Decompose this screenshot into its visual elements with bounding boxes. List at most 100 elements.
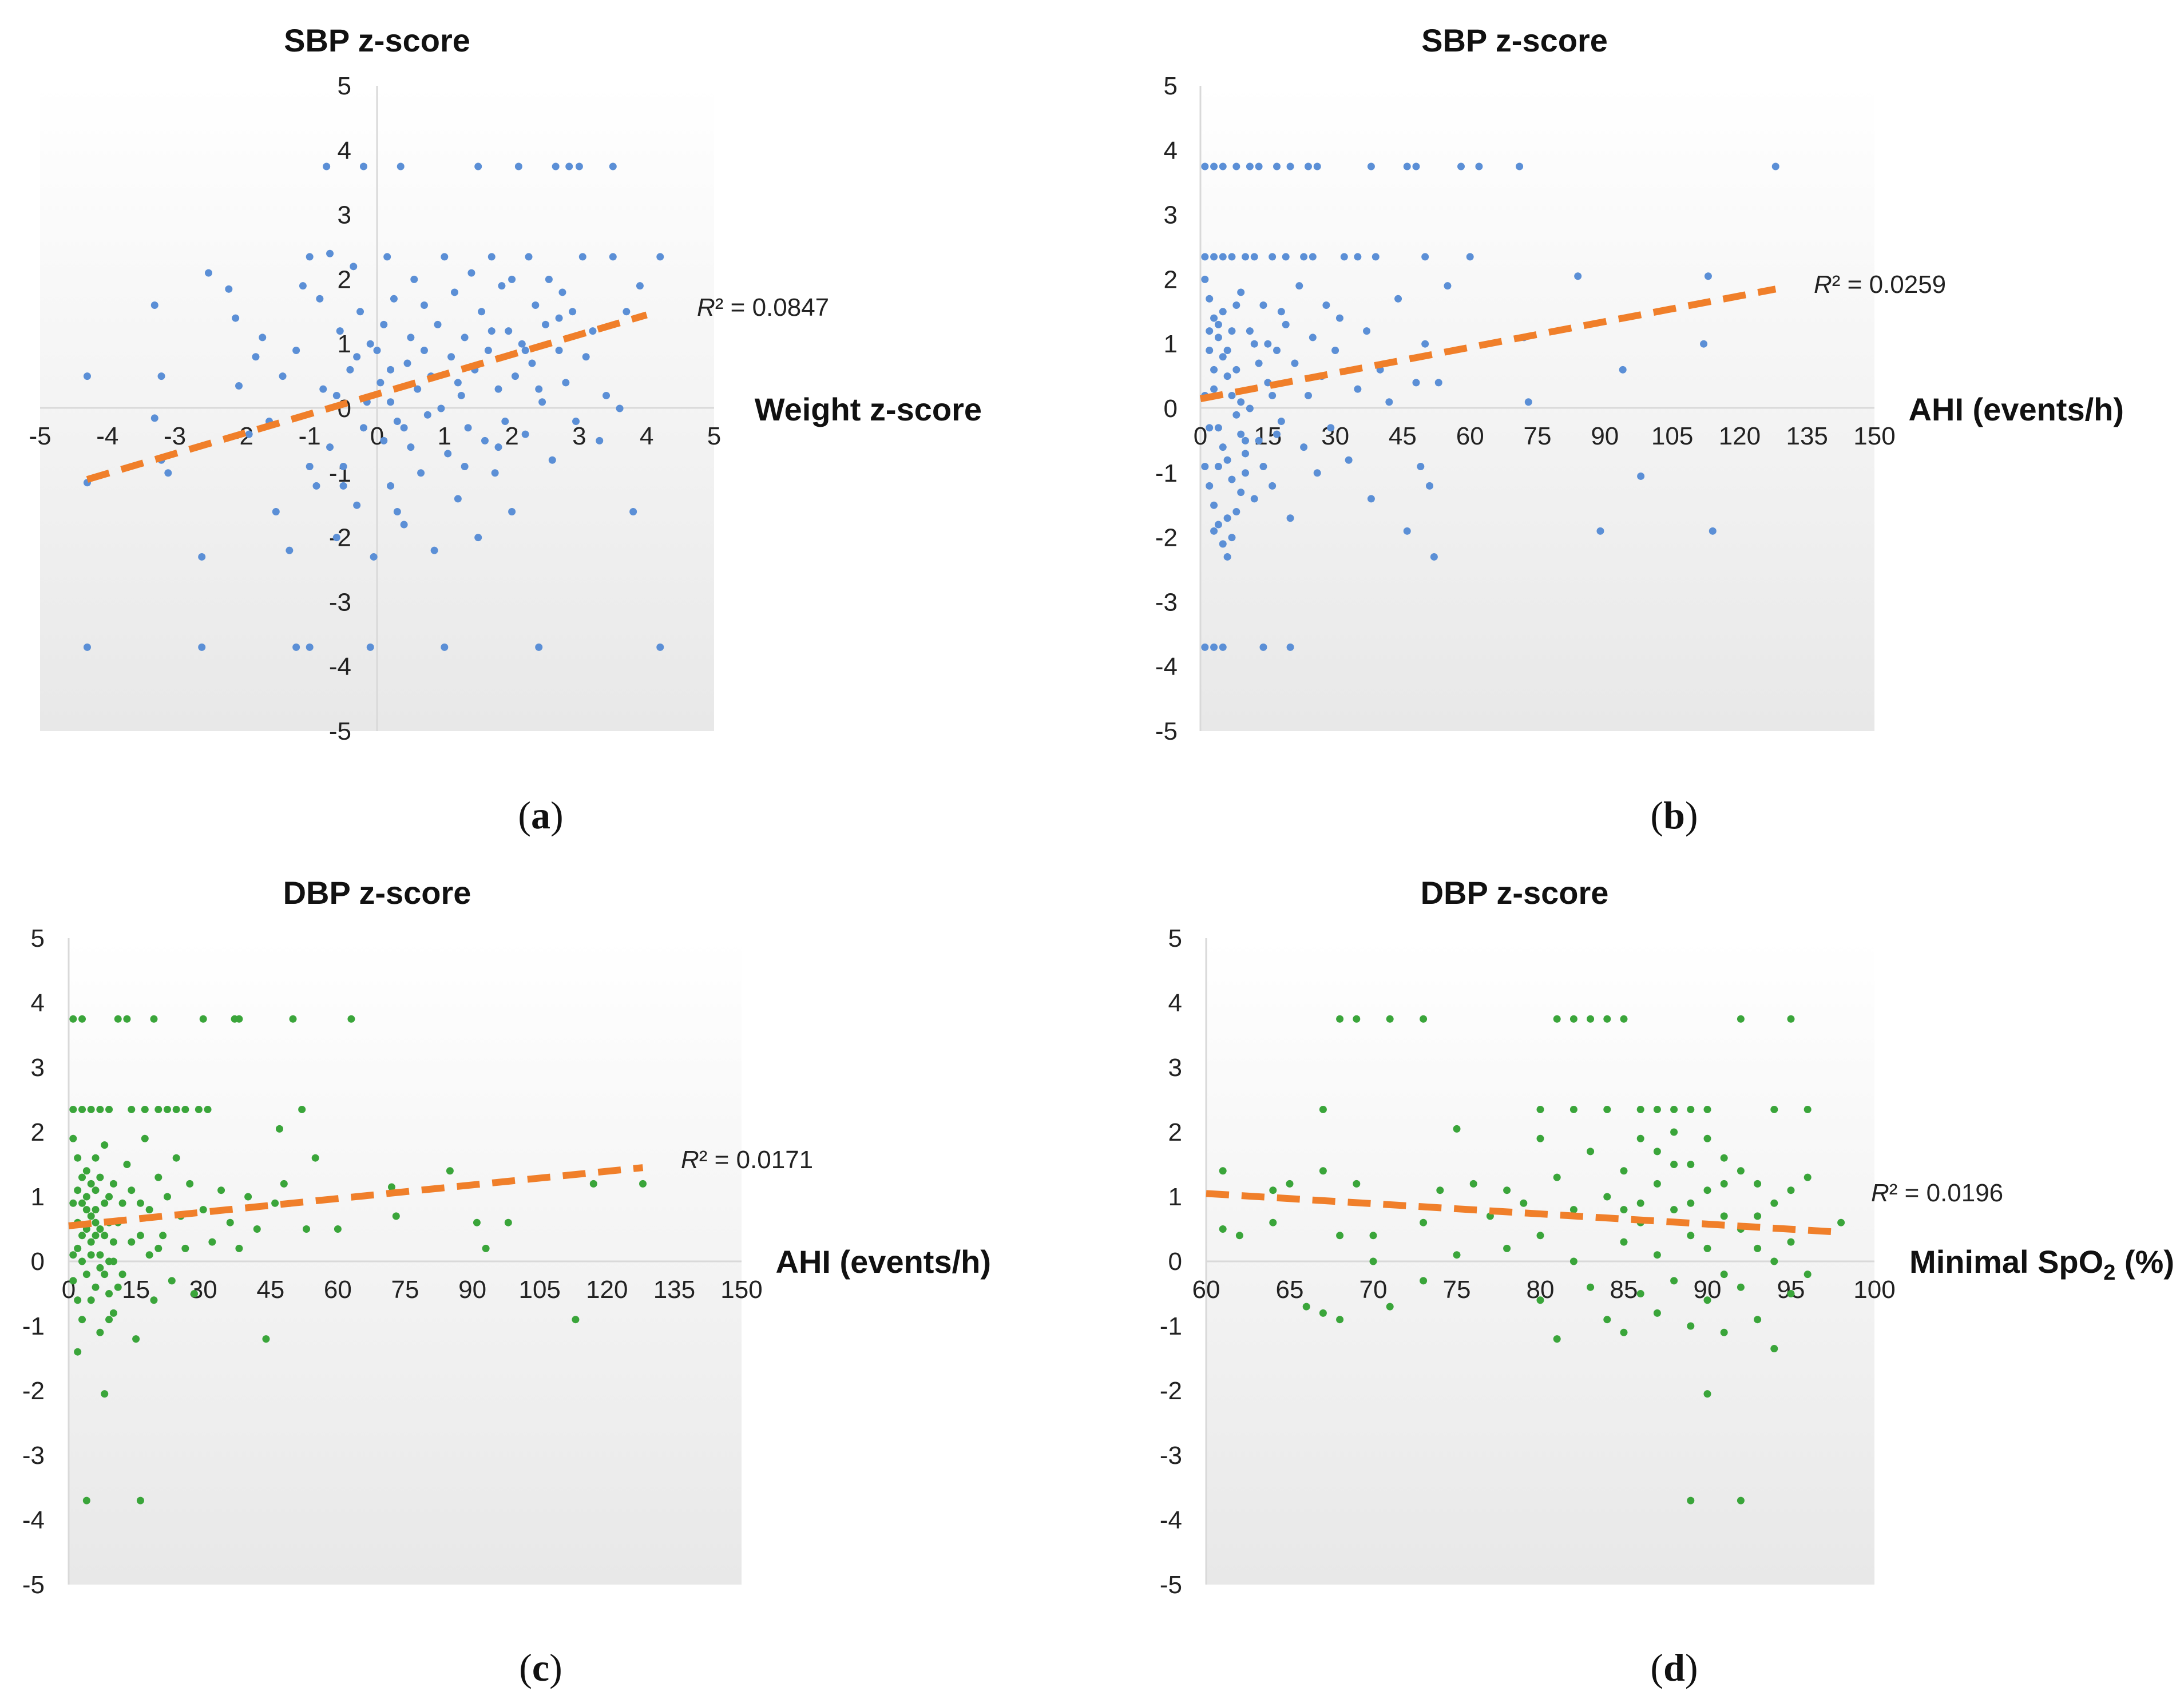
data-point bbox=[467, 269, 475, 277]
data-point bbox=[286, 546, 294, 554]
data-point bbox=[1737, 1167, 1745, 1175]
data-point bbox=[1636, 1199, 1644, 1207]
data-point bbox=[128, 1186, 136, 1194]
y-tick-label: 4 bbox=[1164, 137, 1178, 165]
data-point bbox=[1319, 1167, 1327, 1175]
data-point bbox=[1703, 1186, 1711, 1194]
data-point bbox=[1574, 272, 1582, 280]
data-point bbox=[1687, 1322, 1695, 1330]
data-point bbox=[154, 1244, 162, 1252]
data-point bbox=[208, 1238, 216, 1246]
data-point bbox=[83, 643, 91, 651]
data-point bbox=[1670, 1161, 1678, 1168]
data-point bbox=[1394, 295, 1402, 303]
data-point bbox=[535, 385, 543, 393]
x-tick-label: 65 bbox=[1276, 1276, 1304, 1304]
data-point bbox=[430, 546, 438, 554]
data-point bbox=[359, 424, 367, 432]
data-point bbox=[74, 1296, 82, 1304]
data-point bbox=[96, 1105, 104, 1113]
y-tick-label: 5 bbox=[31, 924, 45, 952]
data-point bbox=[508, 507, 516, 515]
caption-a: (a) bbox=[518, 793, 563, 837]
x-tick-label: 30 bbox=[189, 1276, 217, 1304]
data-point bbox=[1246, 162, 1254, 170]
chart-panel-b: SBP z-score AHI (events/h) 0 15 30 45 60 75 90… bbox=[1155, 22, 2124, 837]
data-point bbox=[1770, 1257, 1778, 1265]
data-point bbox=[1430, 553, 1438, 561]
data-point bbox=[1770, 1345, 1778, 1353]
data-point bbox=[1259, 643, 1267, 651]
y-tick-label: -4 bbox=[22, 1506, 45, 1534]
data-point bbox=[1223, 456, 1231, 464]
data-point bbox=[1210, 643, 1218, 651]
r-squared-a: R² = 0.0847 bbox=[697, 293, 829, 321]
data-point bbox=[145, 1206, 153, 1214]
data-point bbox=[562, 379, 570, 387]
data-point bbox=[1304, 162, 1312, 170]
data-point bbox=[339, 482, 347, 490]
data-point bbox=[311, 1154, 319, 1162]
data-point bbox=[1771, 162, 1779, 170]
data-point bbox=[1536, 1105, 1544, 1113]
data-point bbox=[1787, 1015, 1795, 1023]
data-point bbox=[437, 404, 445, 412]
data-point bbox=[542, 320, 549, 328]
data-point bbox=[1201, 253, 1209, 261]
x-tick-label: 4 bbox=[640, 422, 653, 450]
data-point bbox=[532, 301, 540, 309]
data-point bbox=[589, 327, 597, 335]
y-tick-label: 2 bbox=[338, 265, 351, 293]
data-point bbox=[128, 1238, 136, 1246]
x-axis-label-a: Weight z-score bbox=[755, 391, 982, 427]
y-tick-label: -1 bbox=[1160, 1312, 1182, 1340]
data-point bbox=[114, 1283, 122, 1291]
data-point bbox=[1653, 1180, 1661, 1188]
data-point bbox=[387, 366, 395, 374]
data-point bbox=[87, 1105, 95, 1113]
data-point bbox=[1264, 340, 1272, 348]
data-point bbox=[332, 534, 340, 542]
data-point bbox=[1444, 282, 1452, 290]
data-point bbox=[1219, 443, 1227, 451]
data-point bbox=[521, 346, 529, 354]
x-tick-label: 90 bbox=[1591, 422, 1619, 450]
data-point bbox=[1503, 1186, 1511, 1194]
data-point bbox=[1210, 385, 1218, 393]
data-point bbox=[1286, 643, 1294, 651]
data-point bbox=[609, 162, 617, 170]
data-point bbox=[1319, 1105, 1327, 1113]
data-point bbox=[552, 162, 560, 170]
data-point bbox=[312, 482, 320, 490]
y-tick-label: -3 bbox=[329, 588, 351, 616]
data-point bbox=[172, 1154, 180, 1162]
data-point bbox=[1687, 1496, 1695, 1504]
data-point bbox=[1687, 1232, 1695, 1240]
data-point bbox=[74, 1186, 82, 1194]
y-tick-label: 4 bbox=[31, 989, 45, 1017]
trendline-a bbox=[86, 311, 648, 483]
data-point bbox=[1386, 1015, 1394, 1023]
data-point bbox=[1553, 1015, 1561, 1023]
data-point bbox=[1720, 1212, 1728, 1220]
y-ticks-c: -5 -4 -3 -2 -1 0 1 2 3 4 5 bbox=[22, 924, 45, 1599]
y-tick-label: 4 bbox=[338, 137, 351, 165]
data-point bbox=[1206, 424, 1214, 432]
chart-panel-c: DBP z-score AHI (events/h) 0 15 30 45 60 75 90… bbox=[22, 875, 991, 1689]
data-point bbox=[252, 353, 260, 361]
data-point bbox=[245, 430, 253, 438]
data-point bbox=[1787, 1290, 1795, 1297]
y-tick-label: 3 bbox=[338, 201, 351, 229]
data-point bbox=[1219, 253, 1227, 261]
data-point bbox=[136, 1496, 144, 1504]
data-point bbox=[508, 275, 516, 283]
data-point bbox=[1687, 1105, 1695, 1113]
data-point bbox=[1201, 275, 1209, 283]
y-tick-label: -2 bbox=[1160, 1377, 1182, 1405]
data-point bbox=[105, 1316, 113, 1324]
data-point bbox=[298, 1105, 306, 1113]
data-point bbox=[1412, 162, 1420, 170]
data-point bbox=[457, 391, 465, 399]
points-d bbox=[1219, 1015, 1845, 1504]
data-point bbox=[1703, 1134, 1711, 1142]
